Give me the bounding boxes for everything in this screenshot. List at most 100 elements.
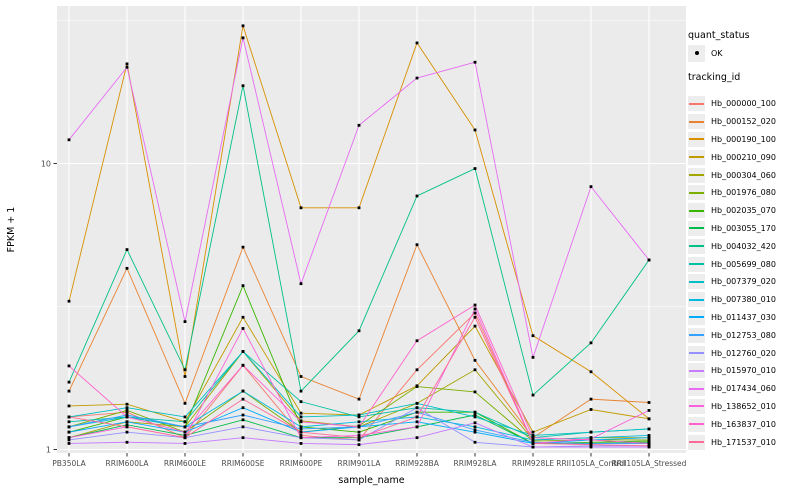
series-color-swatch [689,138,704,141]
data-point [357,425,361,429]
data-point [415,425,419,429]
data-point [299,411,303,415]
data-point [531,442,535,445]
legend-entry-label: Hb_138652_010 [711,401,776,411]
data-point [473,368,477,372]
data-point [473,415,477,419]
data-point [415,385,419,388]
data-point [473,390,477,394]
legend-entry-label: Hb_005699_080 [711,259,776,269]
data-point [357,413,361,417]
data-point [531,434,535,437]
data-point [67,425,71,429]
data-point [647,417,651,421]
data-point [299,425,303,429]
legend-key-box [688,96,705,112]
data-point [299,389,303,393]
legend-key-box [688,434,705,450]
data-point [415,401,419,405]
data-point [531,445,535,449]
legend-key-box [688,292,705,308]
data-point [67,436,71,440]
x-tick-label: RRII105LA_Control [556,459,626,468]
legend-entry-Hb_171537_010: Hb_171537_010 [688,433,798,451]
data-point [67,438,71,442]
data-point [647,442,651,445]
x-tick-label: RRIM928LA [454,459,498,468]
data-point [415,415,419,419]
series-color-swatch [689,316,704,319]
data-point [125,413,129,417]
data-point [647,258,651,262]
data-point [125,248,129,251]
data-point [473,324,477,328]
data-point [473,311,477,315]
data-point [125,415,129,419]
series-color-swatch [689,423,704,426]
data-point [183,434,187,437]
data-point [125,425,129,429]
legend-key-box [688,203,705,219]
legend-entry-label: Hb_000190_100 [711,134,776,144]
data-point [589,397,593,401]
data-point [67,420,71,424]
data-point [183,425,187,429]
data-point [647,436,651,440]
series-color-swatch [689,245,704,248]
data-point [589,443,593,447]
data-point [473,421,477,425]
legend-title-quant-status: quant_status [688,30,750,41]
x-axis-title: sample_name [338,475,404,486]
data-point [473,167,477,170]
data-point [473,315,477,319]
data-point [473,430,477,434]
legend-entry-Hb_004032_420: Hb_004032_420 [688,237,798,255]
data-point [67,364,71,368]
legend-key-box [688,238,705,254]
legend-key-box [688,327,705,343]
series-color-swatch [689,334,704,337]
data-point [241,327,245,330]
data-point [531,393,535,397]
data-point [415,243,419,247]
x-tick-label: RRIM600LE [164,459,207,468]
data-point [241,425,245,429]
series-color-swatch [689,387,704,390]
data-point [531,355,535,359]
data-point [125,430,129,434]
data-point [125,420,129,424]
legend-entry-label: Hb_003055_170 [711,223,776,233]
legend-key-box [688,416,705,432]
data-point [183,375,187,378]
data-point [299,415,303,419]
legend-key-box [688,256,705,272]
data-point [531,334,535,338]
legend-label-ok: OK [711,48,723,58]
data-point [473,307,477,311]
series-color-swatch [689,298,704,301]
legend-key-box [688,220,705,236]
data-point [299,442,303,445]
legend-entry-Hb_000000_100: Hb_000000_100 [688,95,798,113]
legend-entry-Hb_163837_010: Hb_163837_010 [688,415,798,433]
data-point [357,397,361,401]
data-point [473,413,477,417]
y-tick-label: 10 [41,159,51,168]
data-point [415,76,419,80]
data-point [299,430,303,434]
legend-key-box [688,131,705,147]
data-point [183,442,187,445]
data-point [647,427,651,431]
data-point [125,402,129,406]
x-tick-label: RRIM600LA [106,459,150,468]
series-color-swatch [689,280,704,283]
data-point [415,436,419,440]
legend-entry-label: Hb_007380_010 [711,295,776,305]
data-point [183,430,187,434]
data-point [125,406,129,410]
data-point [589,185,593,189]
point-marker-icon [694,51,699,55]
legend-entry-Hb_138652_010: Hb_138652_010 [688,398,798,416]
x-tick-label: RRIM928BA [395,459,440,468]
legend-entry-label: Hb_017434_060 [711,384,776,394]
